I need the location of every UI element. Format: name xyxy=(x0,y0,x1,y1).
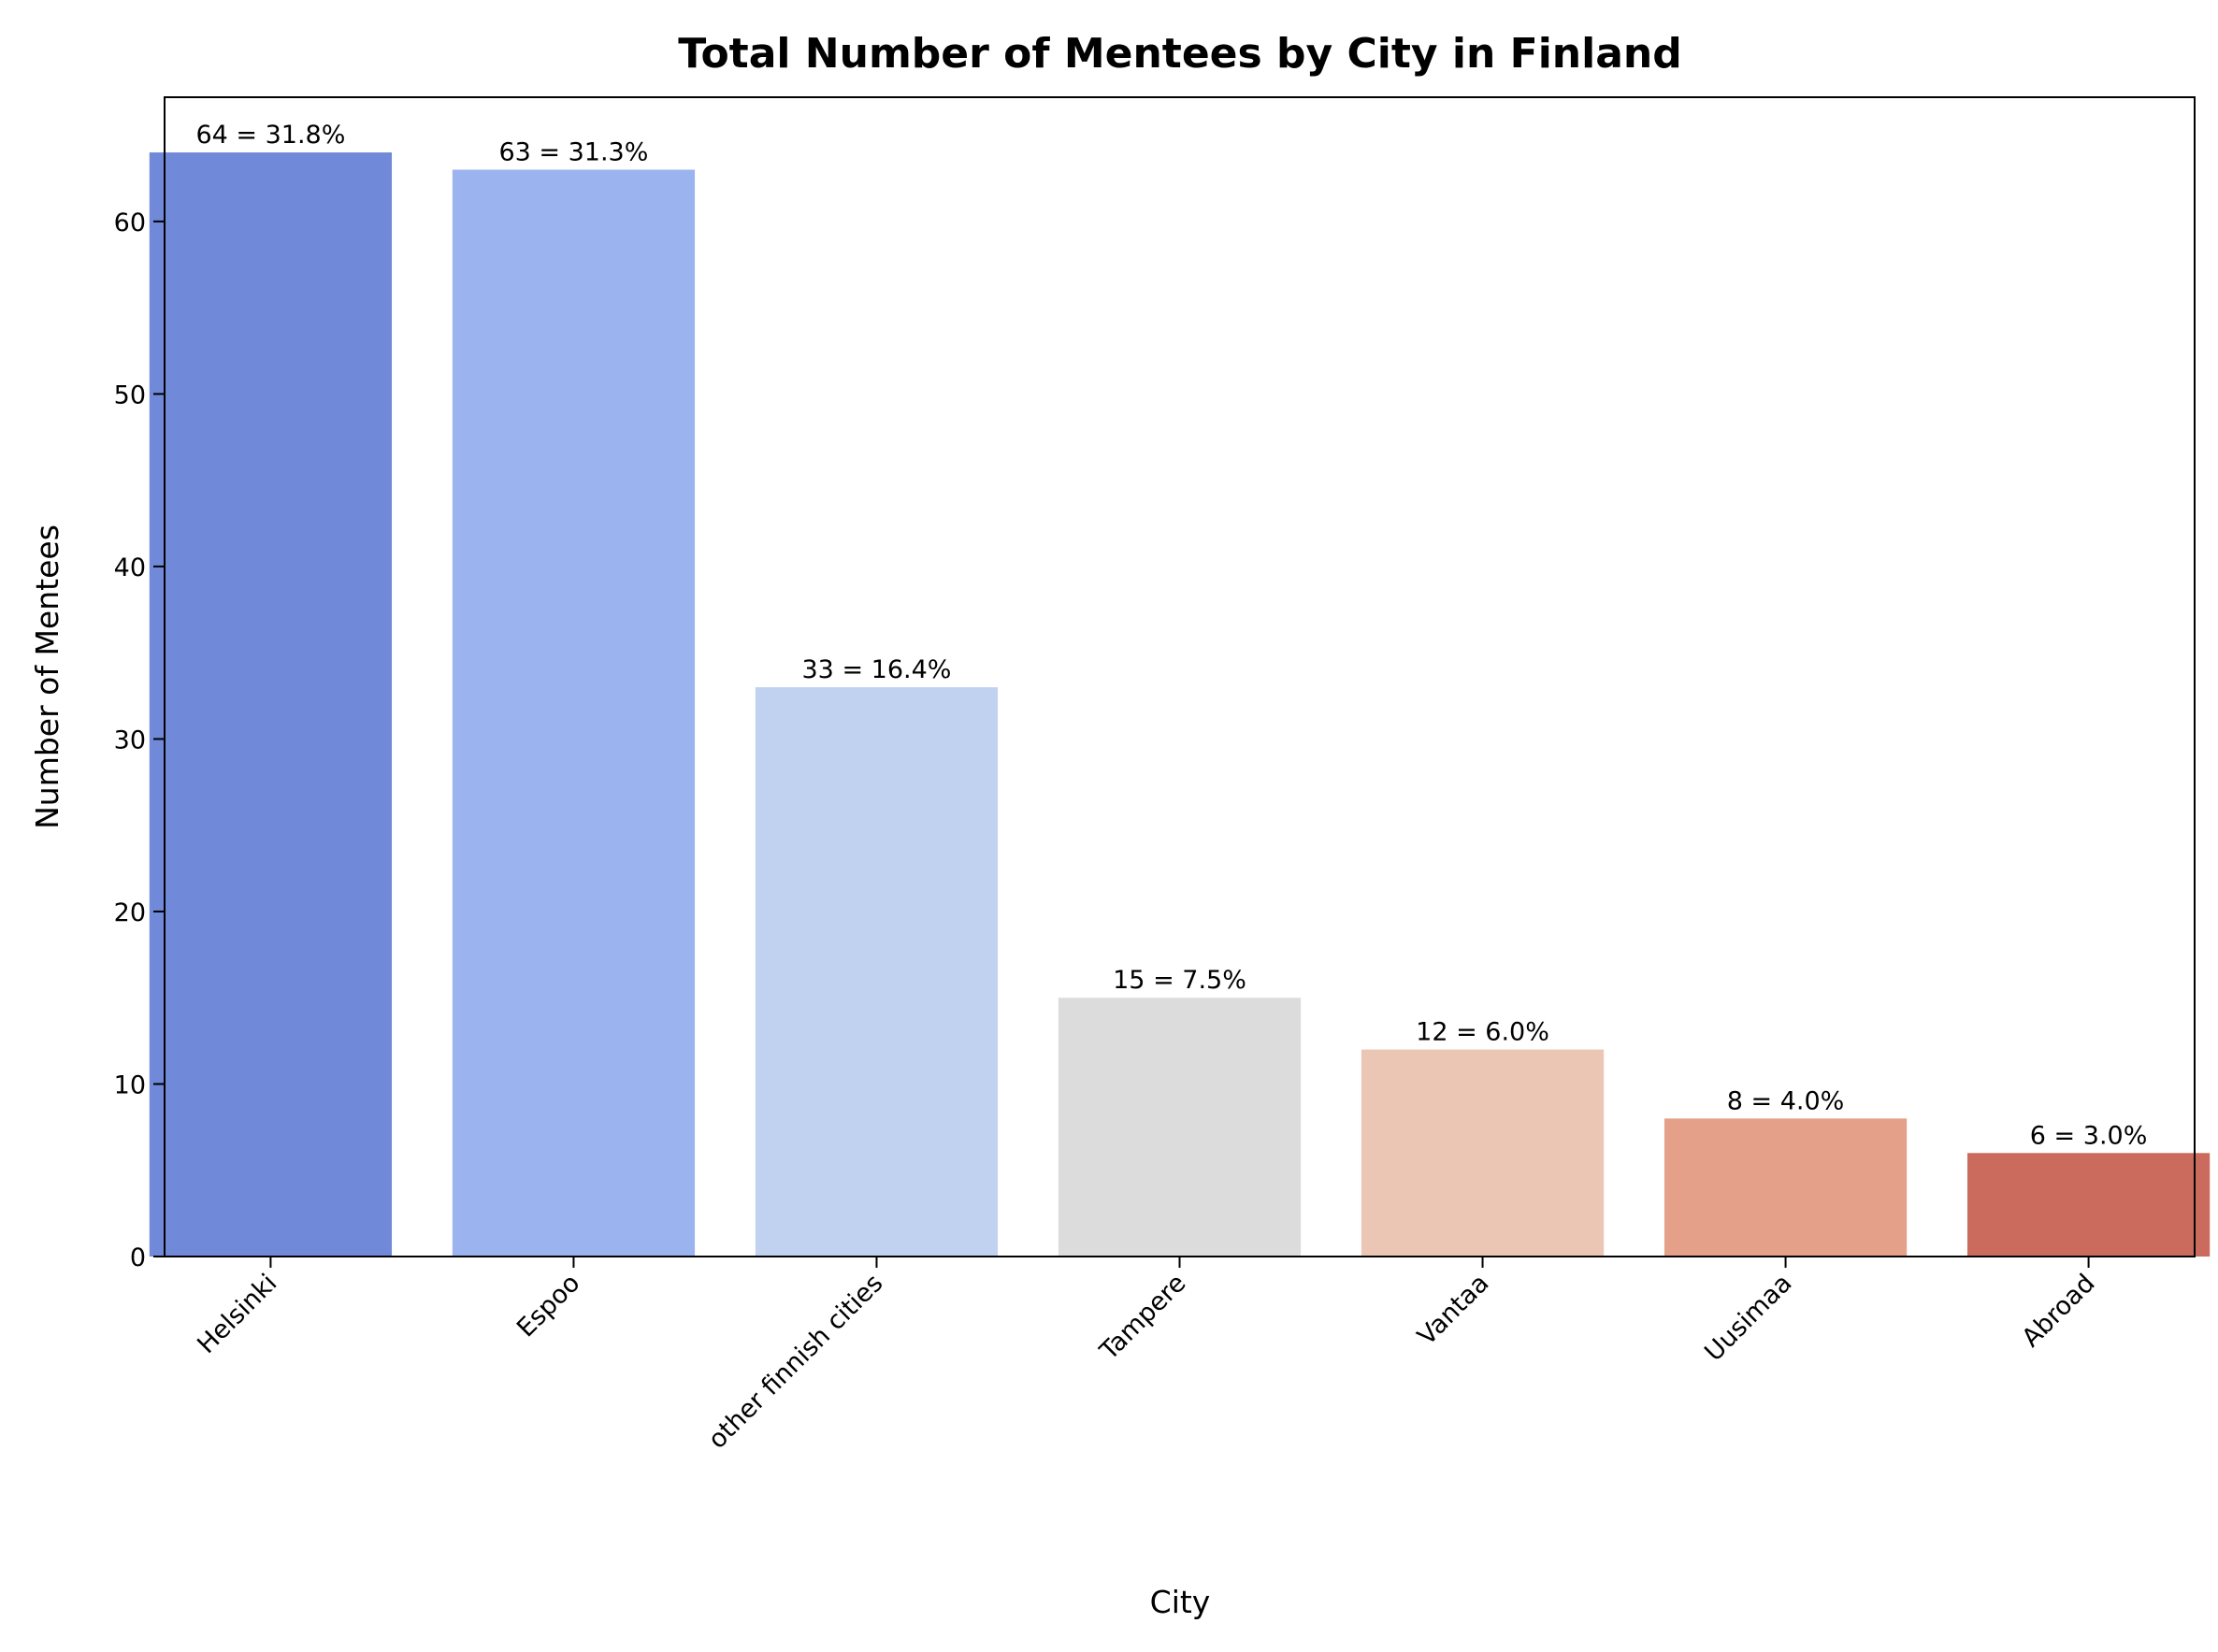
bars-group xyxy=(149,152,2211,1257)
x-tick-label: Tampere xyxy=(1094,1269,1191,1366)
plot-frame xyxy=(164,96,2196,1257)
bar-tampere xyxy=(1058,998,1302,1257)
bar-vantaa xyxy=(1361,1049,1605,1257)
y-tick-label: 0 xyxy=(130,1243,146,1272)
y-axis-label: Number of Mentees xyxy=(29,524,65,829)
x-tick-label: Espoo xyxy=(511,1269,585,1343)
data-label: 64 = 31.8% xyxy=(195,121,345,150)
x-tick-label: Helsinki xyxy=(192,1269,282,1359)
data-label: 15 = 7.5% xyxy=(1113,966,1246,995)
y-tick-label: 30 xyxy=(114,725,146,754)
x-tick-label: Abroad xyxy=(2017,1269,2101,1353)
y-tick-label: 40 xyxy=(114,553,146,582)
data-labels-group: 64 = 31.8% 63 = 31.3% 33 = 16.4% 15 = 7.5% 1… xyxy=(195,121,2147,1150)
x-tick-label: other finnish cities xyxy=(703,1269,889,1455)
chart-title: Total Number of Mentees by City in Finla… xyxy=(678,30,1681,78)
bar-helsinki xyxy=(149,152,393,1257)
y-tick-label: 60 xyxy=(114,208,146,237)
data-label: 63 = 31.3% xyxy=(498,138,648,167)
x-tick-label: Vantaa xyxy=(1412,1269,1494,1351)
y-tick-label: 10 xyxy=(114,1070,146,1099)
bar-espoo xyxy=(452,169,696,1257)
x-tick-label: Uusimaa xyxy=(1699,1269,1797,1367)
data-label: 8 = 4.0% xyxy=(1727,1086,1845,1115)
bar-abroad xyxy=(1966,1153,2211,1257)
bar-uusimaa xyxy=(1664,1118,1908,1257)
data-label: 12 = 6.0% xyxy=(1416,1018,1549,1047)
y-axis: 0 10 20 30 40 50 60 xyxy=(114,208,165,1272)
x-axis: Helsinki Espoo other finnish cities Tampere… xyxy=(192,1257,2101,1455)
data-label: 6 = 3.0% xyxy=(2030,1121,2148,1150)
y-tick-label: 50 xyxy=(114,381,146,409)
bar-other-finnish-cities xyxy=(755,687,999,1257)
y-tick-label: 20 xyxy=(114,898,146,927)
x-axis-label: City xyxy=(1150,1584,1211,1620)
data-label: 33 = 16.4% xyxy=(802,655,952,684)
